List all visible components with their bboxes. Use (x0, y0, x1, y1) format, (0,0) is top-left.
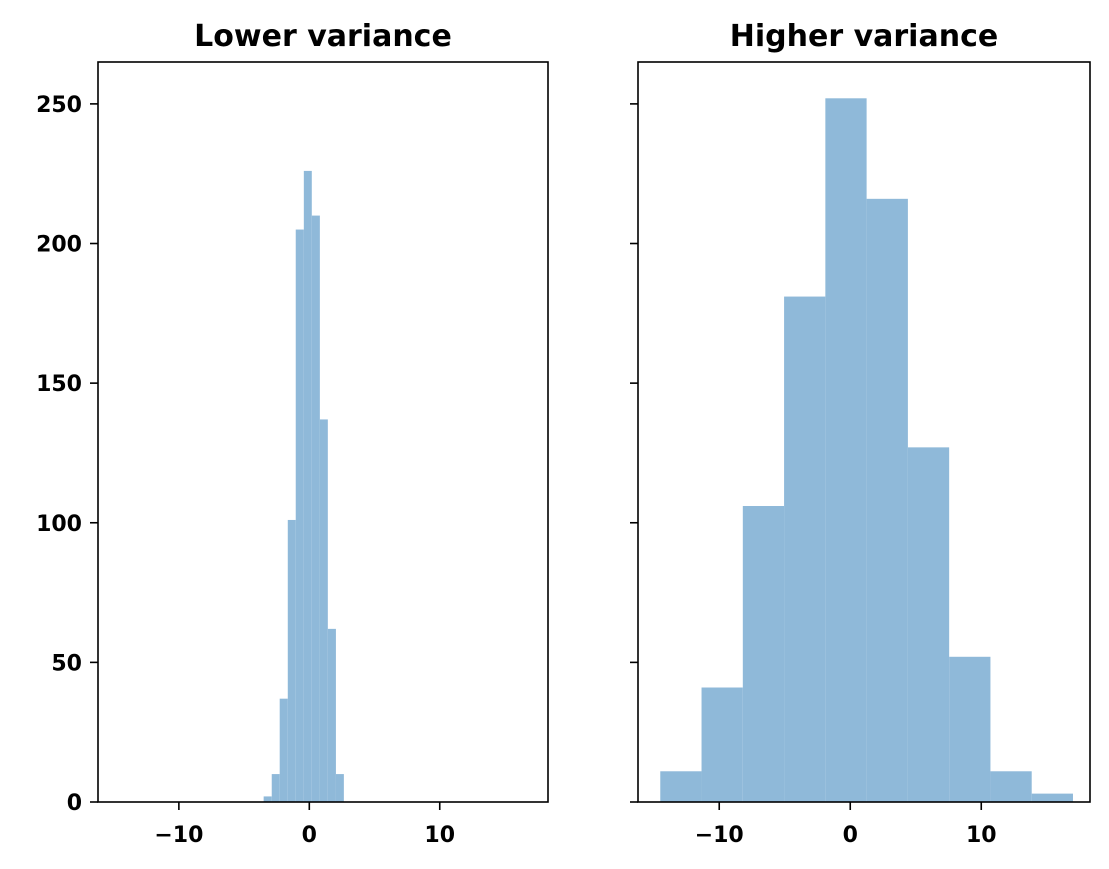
x-tick-label-left-1: 0 (302, 823, 317, 848)
histogram-bar-left-9 (335, 774, 344, 802)
histogram-bar-right-4 (825, 98, 867, 803)
histogram-bar-right-7 (949, 656, 991, 802)
y-tick-label-left-0: 0 (67, 791, 82, 816)
histogram-bar-left-8 (327, 628, 336, 802)
chart-title-right: Higher variance (730, 19, 998, 54)
x-tick-label-right-0: −10 (695, 823, 744, 848)
y-tick-label-left-5: 250 (36, 93, 82, 118)
axes-frame-left (97, 61, 549, 803)
histogram-bar-right-5 (866, 198, 908, 802)
x-tick-label-left-2: 10 (424, 823, 455, 848)
histogram-bar-right-9 (1031, 793, 1073, 802)
histogram-bar-left-4 (295, 229, 304, 803)
y-tick-label-left-2: 100 (36, 512, 82, 537)
histogram-bar-left-1 (271, 774, 280, 802)
histogram-bar-left-7 (319, 419, 328, 802)
histogram-bar-right-3 (784, 296, 826, 802)
y-tick-label-left-4: 200 (36, 233, 82, 258)
axes-frame-right (637, 61, 1091, 803)
histogram-bar-right-2 (742, 506, 785, 802)
x-tick-label-right-2: 10 (966, 823, 997, 848)
histogram-bar-right-6 (907, 447, 950, 802)
histogram-bar-left-0 (263, 796, 272, 802)
histogram-bar-right-1 (701, 687, 743, 802)
x-tick-label-right-1: 0 (843, 823, 858, 848)
y-tick-label-left-1: 50 (51, 651, 82, 676)
y-tick-label-left-3: 150 (36, 372, 82, 397)
histogram-bar-right-8 (990, 771, 1032, 802)
x-tick-label-left-0: −10 (154, 823, 203, 848)
histogram-bar-right-0 (660, 771, 702, 802)
histogram-bar-left-3 (287, 519, 296, 802)
histogram-bar-left-6 (311, 215, 320, 802)
histogram-bar-left-2 (279, 698, 288, 802)
chart-title-left: Lower variance (194, 19, 452, 54)
panel-higher-variance: Higher variance −10 0 10 (630, 19, 1091, 848)
histogram-bar-left-5 (303, 170, 312, 802)
